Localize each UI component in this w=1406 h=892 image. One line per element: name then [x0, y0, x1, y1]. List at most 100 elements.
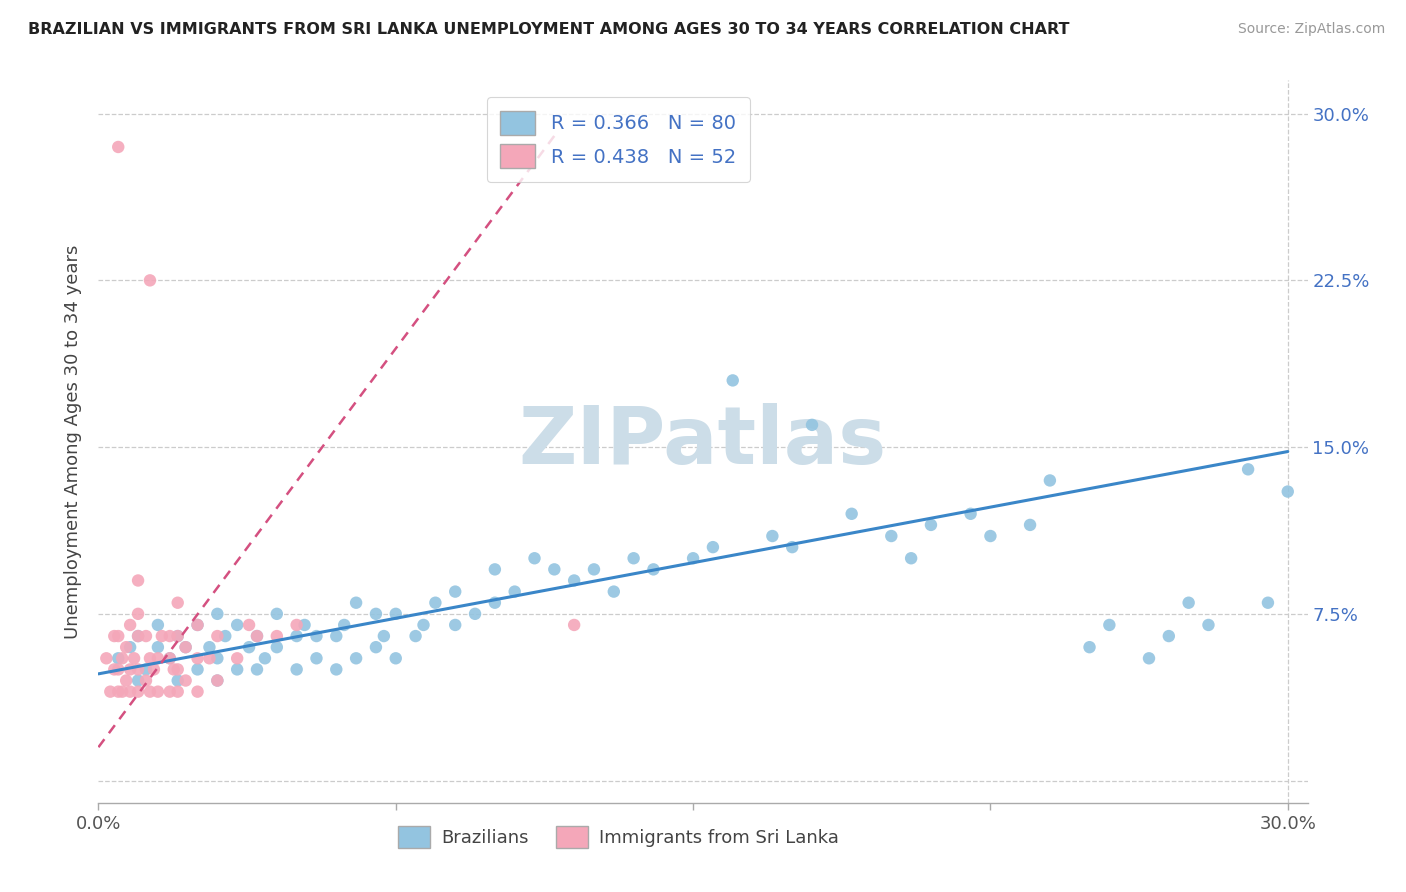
Point [139, 684, 162, 698]
Point [959, 507, 981, 521]
Point [107, 629, 129, 643]
Point [107, 684, 129, 698]
Point [107, 651, 129, 665]
Text: ZIPatlas: ZIPatlas [519, 402, 887, 481]
Point [246, 629, 269, 643]
Point [373, 629, 395, 643]
Point [127, 629, 149, 643]
Point [582, 562, 605, 576]
Point [120, 662, 142, 676]
Point [294, 618, 316, 632]
Point [246, 662, 269, 676]
Point [146, 684, 169, 698]
Point [780, 540, 803, 554]
Point [238, 640, 260, 655]
Point [1177, 596, 1199, 610]
Point [186, 651, 208, 665]
Point [159, 684, 181, 698]
Point [1098, 618, 1121, 632]
Point [253, 651, 276, 665]
Point [166, 629, 188, 643]
Point [122, 651, 145, 665]
Point [880, 529, 903, 543]
Point [186, 618, 208, 632]
Point [603, 584, 626, 599]
Legend: Brazilians, Immigrants from Sri Lanka: Brazilians, Immigrants from Sri Lanka [387, 815, 849, 859]
Point [98, 684, 121, 698]
Point [364, 607, 387, 621]
Point [127, 574, 149, 588]
Point [562, 574, 585, 588]
Point [186, 684, 208, 698]
Text: BRAZILIAN VS IMMIGRANTS FROM SRI LANKA UNEMPLOYMENT AMONG AGES 30 TO 34 YEARS CO: BRAZILIAN VS IMMIGRANTS FROM SRI LANKA U… [28, 22, 1070, 37]
Point [344, 651, 367, 665]
Point [325, 662, 347, 676]
Point [135, 673, 157, 688]
Point [344, 596, 367, 610]
Point [166, 684, 188, 698]
Point [1019, 517, 1042, 532]
Point [135, 662, 157, 676]
Point [115, 640, 138, 655]
Point [900, 551, 922, 566]
Point [127, 607, 149, 621]
Point [405, 629, 427, 643]
Point [174, 640, 197, 655]
Point [305, 651, 328, 665]
Point [1137, 651, 1160, 665]
Point [285, 662, 308, 676]
Point [285, 618, 308, 632]
Y-axis label: Unemployment Among Ages 30 to 34 years: Unemployment Among Ages 30 to 34 years [65, 244, 83, 639]
Point [127, 684, 149, 698]
Point [1257, 596, 1279, 610]
Point [503, 584, 526, 599]
Point [159, 629, 181, 643]
Point [246, 629, 269, 643]
Point [305, 629, 328, 643]
Point [146, 640, 169, 655]
Point [1039, 474, 1062, 488]
Point [682, 551, 704, 566]
Point [166, 629, 188, 643]
Point [163, 662, 186, 676]
Point [325, 629, 347, 643]
Point [643, 562, 665, 576]
Point [111, 651, 134, 665]
Point [523, 551, 546, 566]
Point [1198, 618, 1220, 632]
Point [266, 607, 288, 621]
Point [166, 596, 188, 610]
Point [721, 373, 744, 387]
Point [1157, 629, 1180, 643]
Point [226, 618, 249, 632]
Point [120, 618, 142, 632]
Point [142, 662, 165, 676]
Point [166, 673, 188, 688]
Point [120, 640, 142, 655]
Point [266, 640, 288, 655]
Point [761, 529, 783, 543]
Point [107, 140, 129, 154]
Point [484, 596, 506, 610]
Point [364, 640, 387, 655]
Point [174, 640, 197, 655]
Point [623, 551, 645, 566]
Point [139, 273, 162, 287]
Point [285, 629, 308, 643]
Point [464, 607, 486, 621]
Point [96, 651, 118, 665]
Point [412, 618, 434, 632]
Point [166, 662, 188, 676]
Text: Source: ZipAtlas.com: Source: ZipAtlas.com [1237, 22, 1385, 37]
Point [150, 629, 173, 643]
Point [146, 618, 169, 632]
Point [562, 618, 585, 632]
Point [238, 618, 260, 632]
Point [920, 517, 942, 532]
Point [135, 629, 157, 643]
Point [333, 618, 356, 632]
Point [384, 651, 406, 665]
Point [139, 651, 162, 665]
Point [159, 651, 181, 665]
Point [444, 584, 467, 599]
